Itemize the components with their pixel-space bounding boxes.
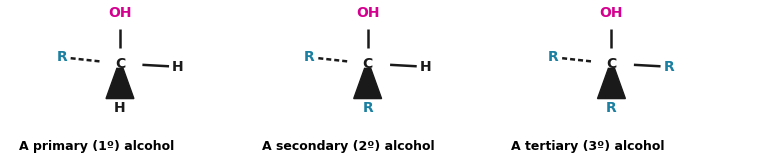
- Text: R: R: [606, 101, 617, 115]
- Text: R: R: [548, 50, 559, 64]
- Text: A primary (1º) alcohol: A primary (1º) alcohol: [19, 140, 174, 153]
- Text: C: C: [606, 57, 617, 71]
- Polygon shape: [106, 68, 134, 99]
- Text: R: R: [57, 50, 67, 64]
- Text: H: H: [114, 101, 126, 115]
- Text: OH: OH: [356, 6, 379, 20]
- Text: C: C: [362, 57, 373, 71]
- Text: H: H: [420, 60, 432, 74]
- Text: A tertiary (3º) alcohol: A tertiary (3º) alcohol: [512, 140, 665, 153]
- Polygon shape: [354, 68, 382, 99]
- Text: R: R: [362, 101, 373, 115]
- Text: R: R: [664, 60, 675, 74]
- Text: C: C: [115, 57, 125, 71]
- Text: H: H: [172, 60, 184, 74]
- Text: OH: OH: [108, 6, 132, 20]
- Text: OH: OH: [600, 6, 623, 20]
- Polygon shape: [598, 68, 625, 99]
- Text: R: R: [304, 50, 315, 64]
- Text: A secondary (2º) alcohol: A secondary (2º) alcohol: [262, 140, 435, 153]
